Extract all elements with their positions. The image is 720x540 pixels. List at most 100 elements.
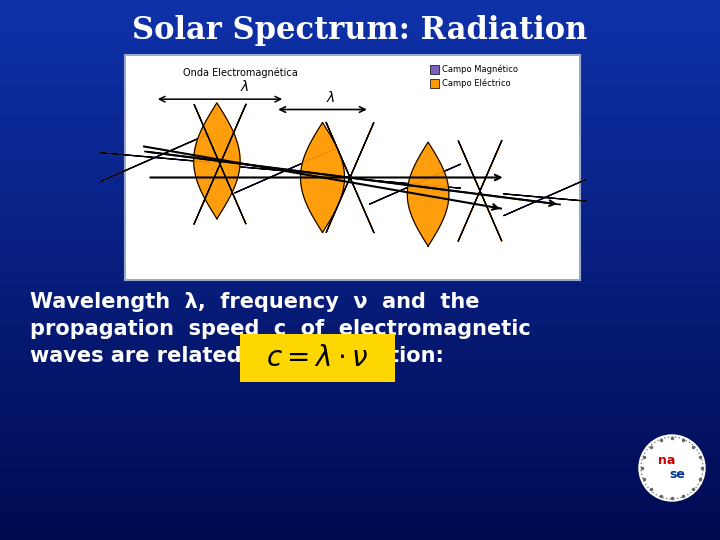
Bar xyxy=(0,23,720,24)
Bar xyxy=(0,456,720,457)
Bar xyxy=(0,186,720,187)
Bar xyxy=(0,293,720,294)
Bar xyxy=(0,82,720,83)
Bar xyxy=(0,373,720,374)
Polygon shape xyxy=(503,194,545,216)
Bar xyxy=(0,316,720,317)
Bar xyxy=(0,66,720,67)
Bar xyxy=(0,147,720,148)
Bar xyxy=(0,509,720,510)
Bar xyxy=(0,437,720,438)
Bar xyxy=(0,504,720,505)
Bar xyxy=(0,200,720,201)
Bar xyxy=(0,442,720,443)
Bar xyxy=(0,197,720,198)
Bar xyxy=(0,300,720,301)
Bar xyxy=(0,419,720,420)
Bar xyxy=(0,412,720,413)
Bar xyxy=(0,163,720,164)
Bar xyxy=(0,418,720,419)
Bar xyxy=(0,340,720,341)
Bar xyxy=(0,291,720,292)
Bar xyxy=(0,452,720,453)
Text: na: na xyxy=(658,454,675,467)
Bar xyxy=(0,274,720,275)
Bar xyxy=(0,411,720,412)
Bar xyxy=(0,538,720,539)
Bar xyxy=(0,194,720,195)
Bar xyxy=(0,457,720,458)
Bar xyxy=(0,438,720,439)
Polygon shape xyxy=(300,123,344,233)
Bar xyxy=(0,178,720,179)
Bar xyxy=(0,162,720,163)
Bar xyxy=(0,339,720,340)
Bar xyxy=(0,361,720,362)
Bar xyxy=(0,204,720,205)
Bar xyxy=(0,262,720,263)
Bar xyxy=(0,410,720,411)
Bar xyxy=(0,263,720,264)
Bar xyxy=(0,507,720,508)
Bar xyxy=(0,256,720,257)
Bar xyxy=(0,303,720,304)
Polygon shape xyxy=(194,164,246,224)
Bar xyxy=(0,472,720,473)
Bar xyxy=(0,385,720,386)
Bar xyxy=(0,238,720,239)
Bar xyxy=(0,133,720,134)
Bar xyxy=(0,43,720,44)
Bar xyxy=(0,372,720,373)
Bar xyxy=(0,351,720,352)
Bar xyxy=(0,527,720,528)
Bar xyxy=(0,299,720,300)
Bar xyxy=(0,292,720,293)
Bar xyxy=(0,376,720,377)
Bar xyxy=(0,52,720,53)
Bar xyxy=(0,135,720,136)
Bar xyxy=(0,201,720,202)
Bar xyxy=(0,334,720,335)
Bar xyxy=(0,8,720,9)
Bar xyxy=(0,506,720,507)
Bar xyxy=(0,508,720,509)
Bar xyxy=(0,19,720,20)
Bar xyxy=(0,226,720,227)
Text: Wavelength  λ,  frequency  ν  and  the: Wavelength λ, frequency ν and the xyxy=(30,292,480,312)
Bar xyxy=(0,367,720,368)
Bar xyxy=(0,104,720,105)
Bar xyxy=(0,198,720,199)
Bar xyxy=(0,358,720,359)
Bar xyxy=(0,102,720,103)
Bar xyxy=(0,113,720,114)
Bar xyxy=(0,144,720,145)
Bar xyxy=(0,536,720,537)
Bar xyxy=(0,115,720,116)
Bar xyxy=(0,277,720,278)
Bar xyxy=(0,228,720,229)
Text: se: se xyxy=(669,469,685,482)
Bar xyxy=(0,510,720,511)
Bar xyxy=(0,295,720,296)
Bar xyxy=(0,137,720,138)
Bar xyxy=(0,489,720,490)
Bar xyxy=(0,363,720,364)
Bar xyxy=(0,406,720,407)
Bar xyxy=(0,399,720,400)
Bar xyxy=(0,333,720,334)
Bar xyxy=(0,237,720,238)
Polygon shape xyxy=(235,166,285,193)
Bar xyxy=(0,389,720,390)
Bar xyxy=(0,497,720,498)
Bar xyxy=(0,496,720,497)
Bar xyxy=(0,469,720,470)
Bar xyxy=(0,370,720,371)
Bar xyxy=(0,235,720,236)
Bar xyxy=(0,449,720,450)
Bar xyxy=(0,73,720,74)
Bar xyxy=(0,148,720,149)
Bar xyxy=(0,296,720,297)
Bar xyxy=(0,21,720,22)
Bar xyxy=(0,378,720,379)
Bar xyxy=(0,523,720,524)
